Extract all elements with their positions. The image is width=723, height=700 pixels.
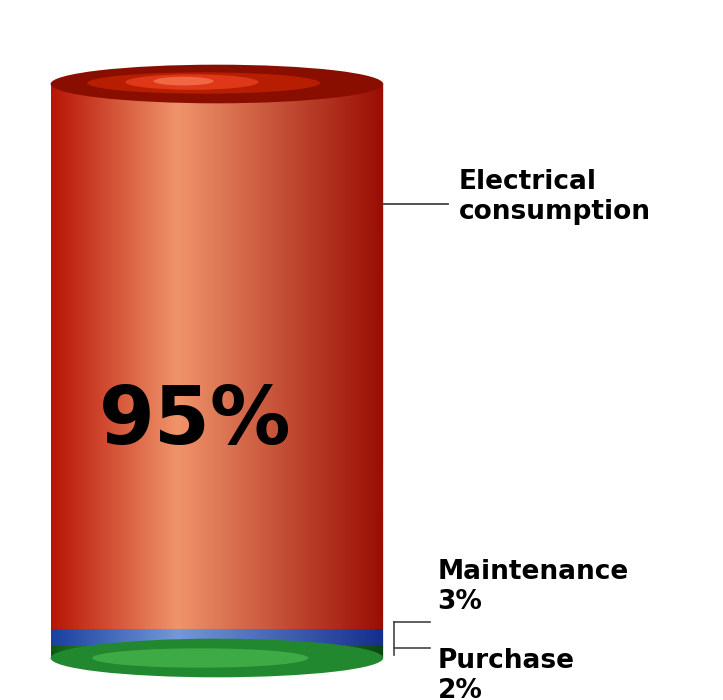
- Text: Maintenance
3%: Maintenance 3%: [437, 559, 629, 615]
- Text: Electrical
consumption: Electrical consumption: [459, 169, 651, 225]
- Ellipse shape: [51, 638, 383, 678]
- Ellipse shape: [51, 64, 383, 104]
- Ellipse shape: [87, 72, 320, 94]
- Ellipse shape: [125, 74, 259, 90]
- Text: Purchase
2%: Purchase 2%: [437, 648, 574, 700]
- Ellipse shape: [154, 77, 213, 85]
- Ellipse shape: [92, 648, 309, 668]
- Text: 95%: 95%: [99, 383, 291, 461]
